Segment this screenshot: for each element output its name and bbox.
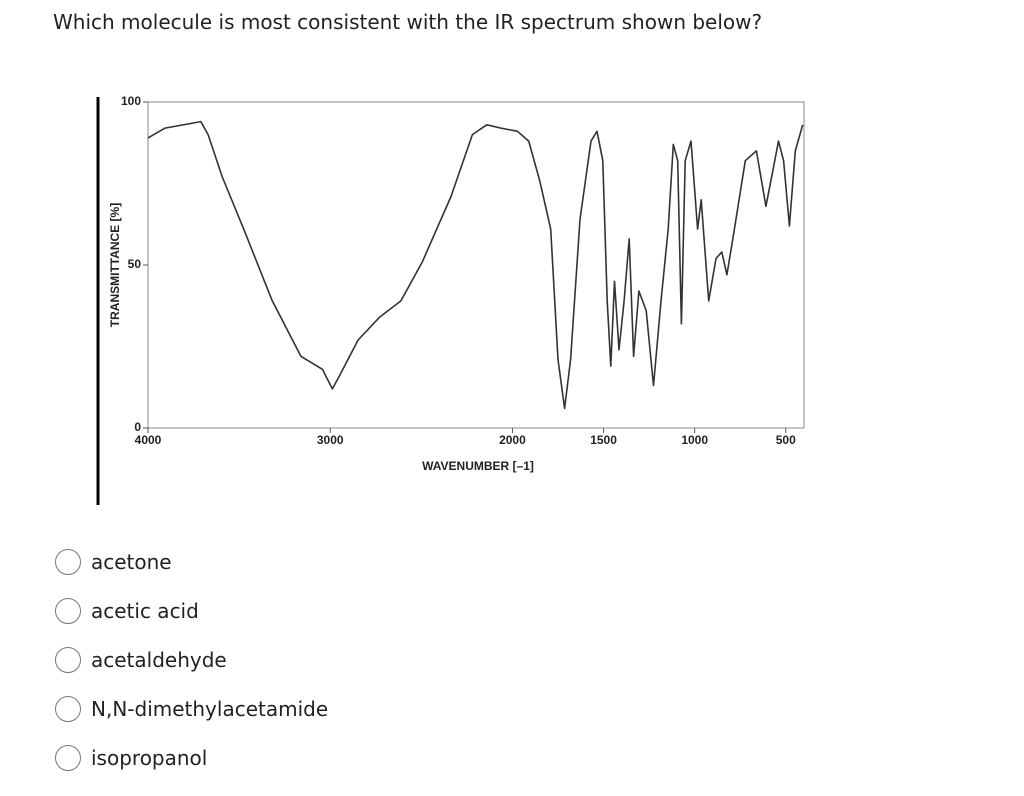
y-tick-label: 50 bbox=[128, 257, 142, 271]
option-text[interactable]: acetaldehyde bbox=[91, 648, 227, 672]
answer-option[interactable]: isopropanol bbox=[55, 743, 207, 773]
radio-button[interactable] bbox=[55, 696, 81, 722]
y-tick-label: 0 bbox=[134, 420, 141, 434]
ir-chart: TRANSMITTANCE [%] WAVENUMBER [–1] 0 50 100… bbox=[96, 94, 805, 505]
radio-button[interactable] bbox=[55, 647, 81, 673]
x-tick-label: 1500 bbox=[590, 433, 617, 447]
x-tick-label: 1000 bbox=[681, 433, 708, 447]
radio-button[interactable] bbox=[55, 745, 81, 771]
spectrum-line bbox=[147, 120, 804, 410]
y-tick-label: 100 bbox=[121, 94, 141, 108]
x-tick-label: 2000 bbox=[499, 433, 526, 447]
answer-option[interactable]: acetaldehyde bbox=[55, 645, 227, 675]
x-tick-label: 3000 bbox=[317, 433, 344, 447]
answer-option[interactable]: acetic acid bbox=[55, 596, 199, 626]
x-tick-label: 500 bbox=[776, 433, 796, 447]
radio-button[interactable] bbox=[55, 598, 81, 624]
question: Which molecule is most consistent with t… bbox=[53, 10, 763, 34]
x-axis-label: WAVENUMBER [–1] bbox=[422, 459, 534, 473]
answer-option[interactable]: N,N-dimethylacetamide bbox=[55, 694, 328, 724]
option-text[interactable]: acetic acid bbox=[91, 599, 199, 623]
option-text[interactable]: N,N-dimethylacetamide bbox=[91, 697, 329, 721]
option-text[interactable]: acetone bbox=[91, 550, 172, 574]
y-axis-label: TRANSMITTANCE [%] bbox=[108, 203, 122, 327]
radio-button[interactable] bbox=[55, 549, 81, 575]
option-text[interactable]: isopropanol bbox=[91, 746, 208, 770]
x-tick-label: 4000 bbox=[135, 433, 162, 447]
answer-option[interactable]: acetone bbox=[55, 547, 172, 577]
